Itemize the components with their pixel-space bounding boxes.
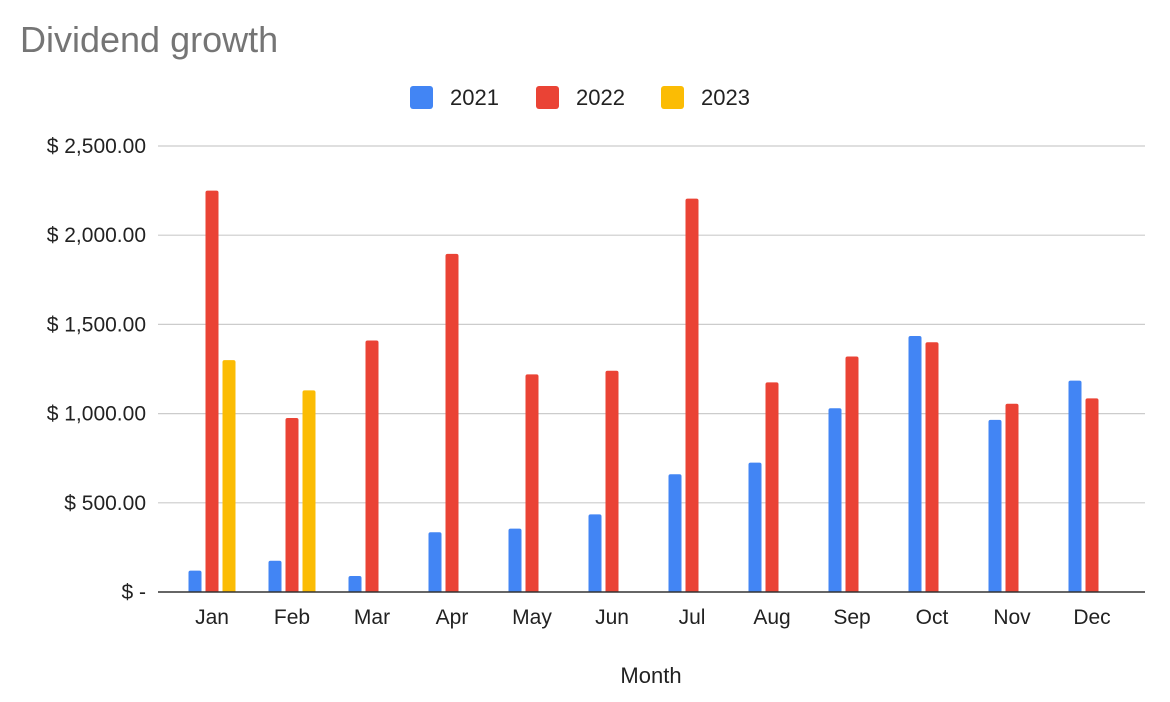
bar-2022-sep bbox=[845, 356, 859, 592]
bar-2021-apr bbox=[428, 532, 442, 592]
x-tick-label: May bbox=[512, 606, 552, 629]
legend-swatch-2023 bbox=[661, 86, 684, 109]
x-axis-tick-labels: Jan Feb Mar Apr May Jun Jul Aug Sep Oct Nov Dec bbox=[195, 606, 1111, 629]
bar-2021-aug bbox=[748, 462, 762, 592]
bar-2021-feb bbox=[268, 560, 282, 592]
y-axis-tick-labels: $ - $ 500.00 $ 1,000.00 $ 1,500.00 $ 2,000.0… bbox=[47, 135, 146, 604]
legend-swatch-2022 bbox=[536, 86, 559, 109]
bar-2023-feb bbox=[302, 390, 316, 592]
bar-2022-apr bbox=[445, 253, 459, 592]
bar-2022-dec bbox=[1085, 398, 1099, 592]
legend-swatch-2021 bbox=[410, 86, 433, 109]
bar-2021-nov bbox=[988, 419, 1002, 592]
bar-2022-nov bbox=[1005, 403, 1019, 592]
legend-label-2021: 2021 bbox=[450, 85, 499, 110]
x-tick-label: Apr bbox=[436, 606, 469, 629]
chart-title: Dividend growth bbox=[20, 19, 278, 60]
bar-2021-sep bbox=[828, 408, 842, 592]
bar-2022-aug bbox=[765, 382, 779, 592]
x-tick-label: Oct bbox=[916, 606, 949, 629]
bar-2022-mar bbox=[365, 340, 379, 592]
x-tick-label: Jun bbox=[595, 606, 629, 629]
x-tick-label: Jan bbox=[195, 606, 229, 629]
y-tick-label: $ 1,000.00 bbox=[47, 403, 146, 426]
x-tick-label: Mar bbox=[354, 606, 390, 629]
bar-2021-jun bbox=[588, 514, 602, 592]
bar-2021-oct bbox=[908, 335, 922, 592]
x-tick-label: Jul bbox=[679, 606, 706, 629]
bar-2021-jan bbox=[188, 570, 202, 592]
legend-label-2023: 2023 bbox=[701, 85, 750, 110]
x-tick-label: Nov bbox=[993, 606, 1031, 629]
y-tick-label: $ 500.00 bbox=[64, 492, 146, 515]
y-tick-label: $ - bbox=[121, 581, 146, 604]
x-tick-label: Aug bbox=[753, 606, 790, 629]
bars bbox=[188, 190, 1099, 593]
bar-2022-jan bbox=[205, 190, 219, 592]
bar-2022-jul bbox=[685, 198, 699, 593]
bar-2021-mar bbox=[348, 575, 362, 592]
x-tick-label: Dec bbox=[1073, 606, 1110, 629]
x-axis-title: Month bbox=[620, 663, 681, 688]
y-tick-label: $ 1,500.00 bbox=[47, 313, 146, 336]
x-tick-label: Feb bbox=[274, 606, 310, 629]
y-tick-label: $ 2,500.00 bbox=[47, 135, 146, 158]
bar-2022-feb bbox=[285, 418, 299, 592]
bar-2022-jun bbox=[605, 370, 619, 592]
bar-2021-jul bbox=[668, 474, 682, 592]
x-tick-label: Sep bbox=[833, 606, 870, 629]
bar-2022-may bbox=[525, 374, 539, 592]
legend: 2021 2022 2023 bbox=[410, 85, 750, 110]
y-tick-label: $ 2,000.00 bbox=[47, 224, 146, 247]
bar-2023-jan bbox=[222, 360, 236, 592]
bar-2022-oct bbox=[925, 342, 939, 592]
legend-label-2022: 2022 bbox=[576, 85, 625, 110]
bar-2021-dec bbox=[1068, 380, 1082, 592]
bar-2021-may bbox=[508, 528, 522, 592]
gridlines bbox=[158, 145, 1145, 504]
